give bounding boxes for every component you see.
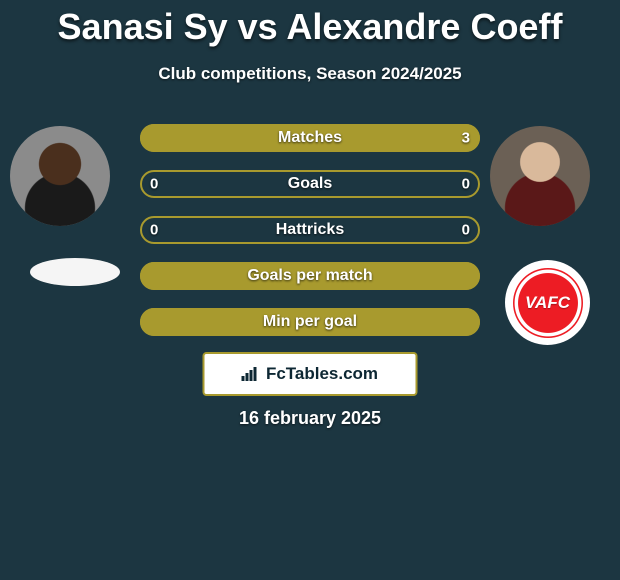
- stat-label: Goals per match: [247, 267, 372, 285]
- attribution-text: FcTables.com: [266, 364, 378, 384]
- stat-label: Min per goal: [263, 313, 357, 331]
- stat-bar: Goals per match: [140, 262, 480, 290]
- stat-bar: Min per goal: [140, 308, 480, 336]
- stat-label: Matches: [278, 129, 342, 147]
- stat-value-right: 3: [462, 130, 470, 147]
- stat-bar: 0 0 Goals: [140, 170, 480, 198]
- player-right-avatar: [490, 126, 590, 226]
- player-left-avatar: [10, 126, 110, 226]
- avatar-placeholder: [490, 126, 590, 226]
- stats-bars: 3 Matches 0 0 Goals 0 0 Hattricks Goals per matc…: [140, 124, 480, 354]
- stat-value-right: 0: [462, 176, 470, 193]
- stat-label: Goals: [288, 175, 332, 193]
- stat-value-left: 0: [150, 222, 158, 239]
- stat-value-left: 0: [150, 176, 158, 193]
- page-title: Sanasi Sy vs Alexandre Coeff: [0, 0, 620, 48]
- stat-value-right: 0: [462, 222, 470, 239]
- club-left-logo: [30, 258, 120, 286]
- club-right-logo: VAFC: [505, 260, 590, 345]
- avatar-placeholder: [10, 126, 110, 226]
- attribution-badge: FcTables.com: [203, 352, 418, 396]
- chart-icon: [242, 367, 260, 381]
- vafc-badge: VAFC: [513, 268, 583, 338]
- date-label: 16 february 2025: [0, 408, 620, 429]
- stat-bar: 0 0 Hattricks: [140, 216, 480, 244]
- stat-bar: 3 Matches: [140, 124, 480, 152]
- subtitle: Club competitions, Season 2024/2025: [0, 64, 620, 84]
- stat-label: Hattricks: [276, 221, 344, 239]
